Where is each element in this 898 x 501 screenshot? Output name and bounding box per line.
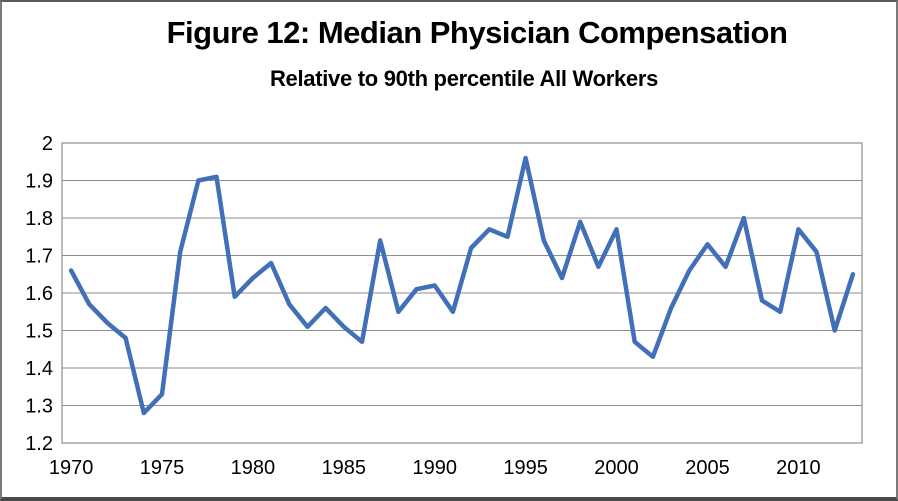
y-axis-tick-label: 2 — [42, 133, 53, 155]
x-axis-tick-label: 2005 — [685, 457, 730, 479]
x-axis-tick-label: 1985 — [322, 457, 367, 479]
y-axis-tick-label: 1.6 — [25, 283, 53, 305]
y-axis-tick-label: 1.7 — [25, 246, 53, 268]
y-axis-tick-label: 1.2 — [25, 433, 53, 455]
y-axis-tick-label: 1.5 — [25, 321, 53, 343]
y-axis-tick-label: 1.8 — [25, 208, 53, 230]
x-axis-tick-label: 2000 — [594, 457, 639, 479]
x-axis-tick-label: 1970 — [49, 457, 94, 479]
series-line — [68, 155, 856, 416]
chart-title: Figure 12: Median Physician Compensation — [166, 15, 788, 50]
y-axis-tick-label: 1.4 — [25, 358, 53, 380]
y-axis-tick-label: 1.9 — [25, 171, 53, 193]
chart-subtitle: Relative to 90th percentile All Workers — [269, 66, 659, 91]
x-axis-tick-label: 1975 — [140, 457, 185, 479]
plot-border — [61, 142, 863, 444]
x-axis-tick-label: 1990 — [412, 457, 457, 479]
x-axis-tick-label: 1980 — [231, 457, 276, 479]
x-axis-tick-label: 1995 — [503, 457, 548, 479]
x-axis-tick-label: 2010 — [776, 457, 821, 479]
y-axis-tick-label: 1.3 — [25, 396, 53, 418]
